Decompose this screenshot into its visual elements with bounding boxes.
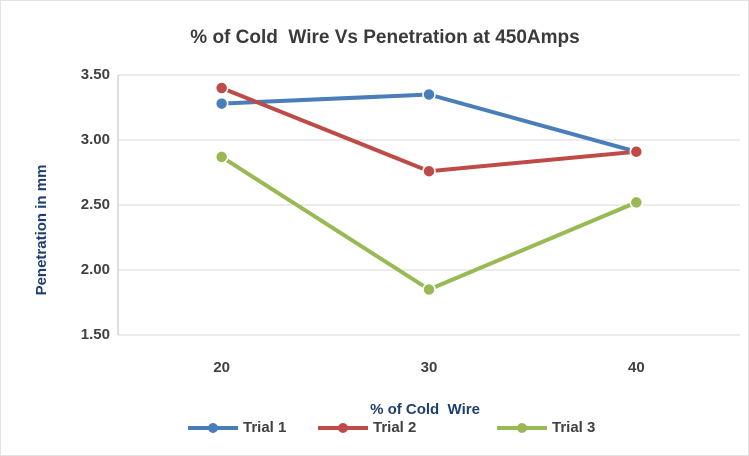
legend-label: Trial 2 [373, 419, 416, 436]
x-tick-label: 40 [628, 359, 645, 376]
x-tick-label: 20 [213, 359, 230, 376]
legend-label: Trial 3 [552, 419, 595, 436]
legend-marker [338, 423, 348, 433]
y-tick-label: 3.50 [81, 66, 110, 83]
data-point [629, 195, 644, 210]
legend-label: Trial 1 [243, 419, 286, 436]
legend-marker [208, 423, 218, 433]
x-tick-label: 30 [421, 359, 438, 376]
y-tick-label: 3.00 [81, 131, 110, 148]
data-point [214, 81, 229, 95]
data-point [422, 164, 436, 178]
y-tick-label: 2.00 [81, 261, 110, 278]
y-tick-label: 2.50 [81, 196, 110, 213]
legend-marker [517, 423, 527, 433]
y-axis-title: Penetration in mm [33, 165, 50, 296]
y-tick-label: 1.50 [81, 326, 110, 343]
data-point [422, 87, 436, 102]
data-point [422, 282, 436, 297]
x-axis-title: % of Cold Wire [370, 401, 480, 418]
data-point [629, 144, 644, 159]
data-point [214, 96, 229, 111]
data-point [214, 150, 229, 164]
chart-title: % of Cold Wire Vs Penetration at 450Amps [190, 27, 579, 48]
